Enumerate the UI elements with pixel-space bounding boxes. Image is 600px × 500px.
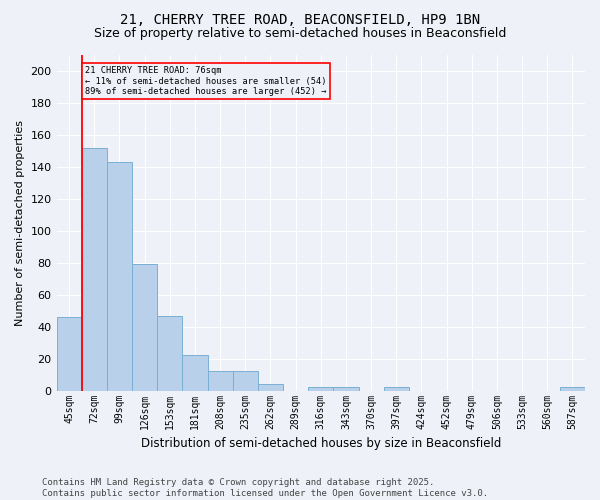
Bar: [233, 372, 258, 390]
Text: Contains HM Land Registry data © Crown copyright and database right 2025.
Contai: Contains HM Land Registry data © Crown c…: [42, 478, 488, 498]
Bar: [182, 356, 208, 390]
Bar: [208, 372, 233, 390]
X-axis label: Distribution of semi-detached houses by size in Beaconsfield: Distribution of semi-detached houses by …: [140, 437, 501, 450]
Y-axis label: Number of semi-detached properties: Number of semi-detached properties: [15, 120, 25, 326]
Bar: [258, 384, 283, 390]
Text: Size of property relative to semi-detached houses in Beaconsfield: Size of property relative to semi-detach…: [94, 28, 506, 40]
Bar: [107, 162, 132, 390]
Bar: [82, 148, 107, 390]
Bar: [560, 388, 585, 390]
Bar: [157, 316, 182, 390]
Text: 21, CHERRY TREE ROAD, BEACONSFIELD, HP9 1BN: 21, CHERRY TREE ROAD, BEACONSFIELD, HP9 …: [120, 12, 480, 26]
Bar: [56, 317, 82, 390]
Bar: [308, 388, 334, 390]
Bar: [334, 388, 359, 390]
Bar: [383, 388, 409, 390]
Text: 21 CHERRY TREE ROAD: 76sqm
← 11% of semi-detached houses are smaller (54)
89% of: 21 CHERRY TREE ROAD: 76sqm ← 11% of semi…: [85, 66, 327, 96]
Bar: [132, 264, 157, 390]
